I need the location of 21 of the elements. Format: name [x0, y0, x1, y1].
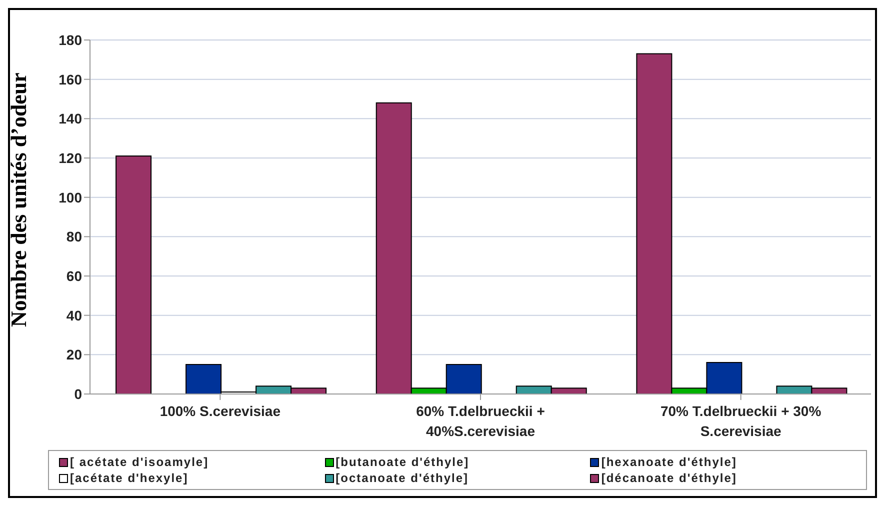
- x-tick-label: 60% T.delbrueckii + 40%S.cerevisiae: [416, 403, 545, 439]
- y-tick-label: 40: [66, 307, 82, 324]
- legend-label: [ acétate d'isoamyle]: [70, 454, 209, 470]
- y-tick-label: 160: [58, 71, 82, 88]
- y-tick-label: 180: [58, 32, 82, 48]
- y-tick-label: 20: [66, 346, 82, 363]
- bar: [116, 156, 152, 394]
- y-tick-label: 120: [58, 150, 82, 166]
- y-tick-label: 60: [66, 268, 82, 284]
- y-tick-label: 80: [66, 228, 82, 245]
- y-tick-label: 0: [74, 386, 82, 402]
- legend-label: [acétate d'hexyle]: [70, 470, 188, 486]
- y-axis-title: Nombre des unités d’odeur: [6, 72, 31, 327]
- legend-label: [butanoate d'éthyle]: [336, 454, 470, 470]
- x-tick-label: 70% T.delbrueckii + 30% S.cerevisiae: [660, 403, 822, 439]
- y-tick-label: 100: [58, 189, 82, 206]
- x-tick-label: 100% S.cerevisiae: [160, 403, 281, 419]
- y-tick-label: 140: [58, 110, 82, 127]
- legend-label: [décanoate d'éthyle]: [601, 470, 737, 486]
- legend-label: [octanoate d'éthyle]: [336, 470, 469, 486]
- legend-label: [hexanoate d'éthyle]: [601, 454, 737, 470]
